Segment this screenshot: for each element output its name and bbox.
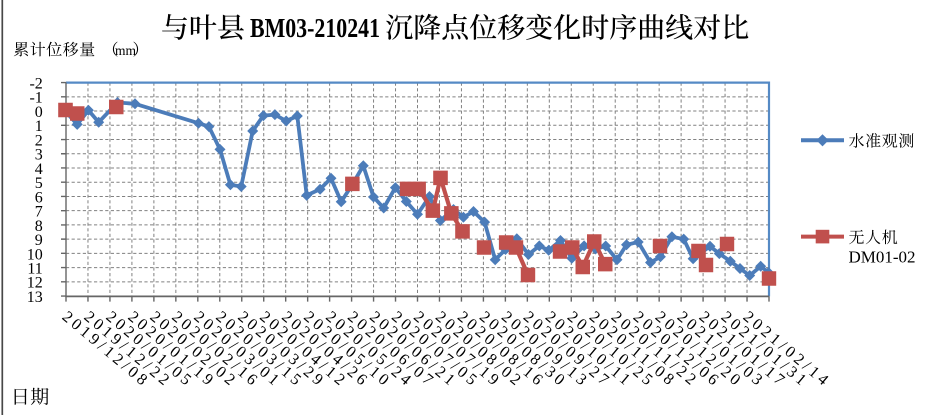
svg-text:2: 2 (35, 132, 43, 149)
svg-text:10: 10 (27, 246, 43, 263)
svg-text:3: 3 (35, 147, 43, 164)
svg-text:-2: -2 (29, 76, 42, 93)
svg-text:DM01-02: DM01-02 (849, 247, 916, 266)
svg-text:11: 11 (27, 260, 42, 277)
svg-text:9: 9 (35, 232, 43, 249)
svg-text:0: 0 (35, 104, 43, 121)
svg-text:mm: mm (115, 43, 137, 58)
svg-text:4: 4 (35, 161, 43, 178)
svg-text:BM03-210241: BM03-210241 (250, 13, 380, 43)
svg-text:8: 8 (35, 218, 43, 235)
svg-text:5: 5 (35, 175, 43, 192)
svg-text:12: 12 (27, 275, 43, 292)
svg-text:1: 1 (35, 118, 43, 135)
svg-text:7: 7 (35, 204, 43, 221)
svg-text:6: 6 (35, 189, 43, 206)
svg-text:-1: -1 (29, 90, 42, 107)
svg-text:13: 13 (27, 289, 43, 306)
